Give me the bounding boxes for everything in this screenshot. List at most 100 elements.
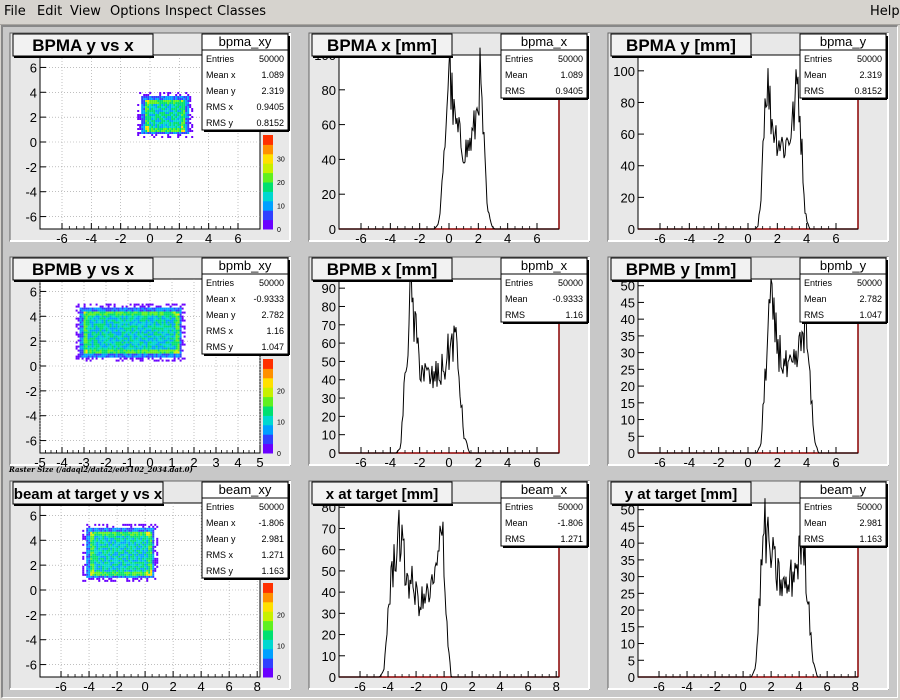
heat-cell [104,551,107,554]
heat-cell [183,112,186,115]
heat-cell [148,539,151,542]
heat-cell [91,351,94,354]
heat-cell [175,313,178,316]
heat-cell [147,110,150,113]
heat-cell [118,541,121,544]
heat-cell [92,553,95,556]
heat-cell [163,347,166,350]
heat-cell [105,341,108,344]
stats-value: 2.319 [261,86,284,96]
heat-cell [147,106,150,109]
heat-cell [134,551,137,554]
heat-cell [87,337,90,340]
heat-cell [115,309,118,312]
heat-cell [88,547,91,550]
heat-cell [183,98,186,101]
heat-cell [106,573,109,576]
heat-cell [87,333,90,336]
heat-cell [138,543,141,546]
palette-step [263,406,273,416]
heat-cell [130,535,133,538]
heat-cell [159,327,162,330]
heat-cell [151,130,154,133]
stats-value: 2.782 [859,294,882,304]
heat-cell [85,359,88,362]
heat-cell [134,563,137,566]
menu-help[interactable]: Help [870,4,900,19]
heat-cell [163,98,166,101]
heat-cell [154,549,157,552]
menu-classes[interactable]: Classes [217,4,266,19]
heat-cell [141,106,144,109]
heat-cell [140,565,143,568]
heat-cell [121,341,124,344]
heat-cell [143,114,146,117]
heat-cell [145,321,148,324]
menu-options[interactable]: Options [110,4,161,19]
heat-cell [161,351,164,354]
heat-cell [159,130,162,133]
heat-cell [82,535,85,538]
heat-cell [98,569,101,572]
heat-cell [77,323,80,326]
heat-cell [189,118,192,121]
heat-cell [169,333,172,336]
heat-cell [141,321,144,324]
heat-cell [171,345,174,348]
menu-inspect[interactable]: Inspect [165,4,213,19]
heat-cell [79,317,82,320]
heat-cell [151,98,154,101]
heat-cell [81,343,84,346]
heat-cell [105,353,108,356]
heat-cell [120,567,123,570]
heat-cell [116,543,119,546]
heat-cell [142,555,145,558]
heat-cell [144,573,147,576]
heat-cell [142,551,145,554]
menu-view[interactable]: View [70,4,101,19]
heat-cell [140,577,143,580]
heat-cell [159,335,162,338]
heat-cell [126,543,129,546]
heat-cell [103,355,106,358]
heat-cell [98,561,101,564]
heat-cell [119,327,122,330]
heat-cell [145,345,148,348]
heat-cell [88,525,91,528]
heat-cell [120,545,123,548]
heat-cell [148,559,151,562]
heat-cell [146,547,149,550]
heat-cell [111,317,114,320]
heat-cell [79,327,82,330]
menu-file[interactable]: File [4,4,26,19]
heat-cell [163,106,166,109]
heat-cell [173,317,176,320]
heat-cell [139,118,142,121]
heat-cell [151,343,154,346]
heat-cell [149,122,152,125]
heat-cell [111,335,114,338]
heat-cell [149,124,152,127]
menu-edit[interactable]: Edit [37,4,63,19]
heat-cell [157,353,160,356]
heat-cell [132,547,135,550]
stats-box [500,257,588,323]
heat-cell [169,351,172,354]
heat-cell [90,559,93,562]
heat-cell [93,349,96,352]
heat-cell [177,128,180,131]
heat-cell [179,325,182,328]
heat-cell [149,100,152,103]
heat-cell [144,553,147,556]
heat-cell [171,102,174,105]
heat-cell [157,325,160,328]
